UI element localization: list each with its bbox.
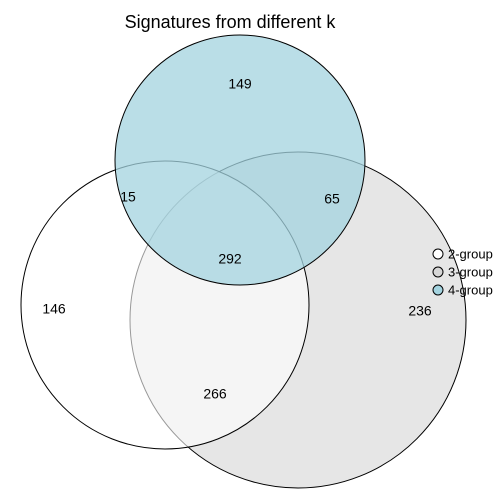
region-bc: 65: [324, 191, 340, 207]
legend: 2-group 3-group 4-group: [433, 246, 493, 297]
legend-swatch-icon: [433, 285, 443, 295]
legend-swatch-icon: [433, 267, 443, 277]
legend-label: 3-group: [448, 264, 493, 279]
region-b-only: 236: [408, 303, 432, 319]
venn-diagram: Signatures from different k 146 236 149 …: [0, 0, 504, 504]
region-ab: 266: [203, 386, 227, 402]
legend-swatch-icon: [433, 249, 443, 259]
legend-label: 2-group: [448, 246, 493, 261]
region-ac: 15: [120, 189, 136, 205]
region-a-only: 146: [42, 301, 66, 317]
region-c-only: 149: [228, 76, 252, 92]
legend-label: 4-group: [448, 282, 493, 297]
chart-title: Signatures from different k: [125, 12, 337, 32]
circle-4-group: [115, 35, 365, 285]
region-abc: 292: [218, 251, 242, 267]
